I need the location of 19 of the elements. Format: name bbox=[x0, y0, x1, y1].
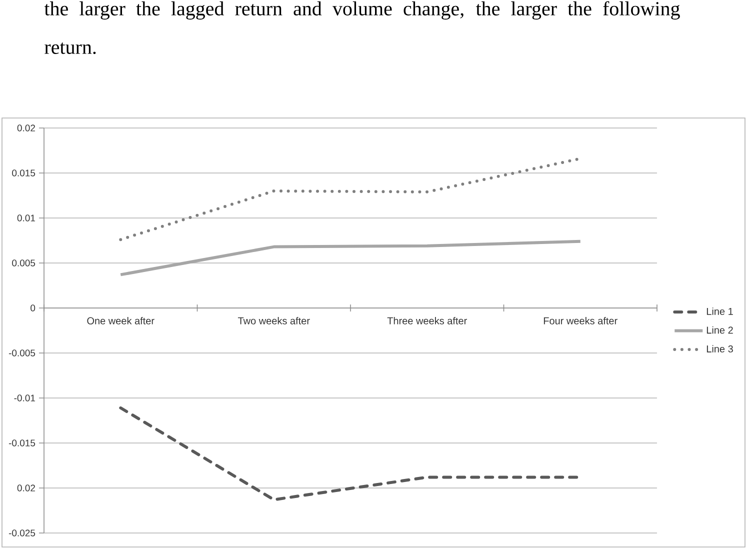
y-tick-label: -0.01 bbox=[14, 394, 35, 402]
text: the larger the lagged return and volume change, the larger the following return. bbox=[44, 1, 680, 54]
x-tick-label: One week after bbox=[87, 317, 154, 324]
legend-label: Line 3 bbox=[706, 345, 733, 352]
x-tick-label: Four weeks after bbox=[544, 317, 618, 324]
y-tick-label: -0.015 bbox=[8, 440, 36, 446]
y-tick-label: 0.02 bbox=[17, 124, 35, 132]
y-tick-label: 0.02 bbox=[17, 484, 35, 492]
x-tick-label: Two weeks after bbox=[238, 317, 310, 324]
x-tick-label: Three weeks after bbox=[387, 317, 467, 324]
y-tick-label: 0.005 bbox=[12, 260, 36, 266]
y-tick-label: -0.005 bbox=[8, 350, 36, 356]
y-tick-label: 0 bbox=[30, 304, 36, 312]
legend-label: Line 2 bbox=[706, 326, 733, 334]
line-series bbox=[119, 240, 582, 276]
legend-label: Line 1 bbox=[706, 308, 733, 315]
y-tick-label: -0.025 bbox=[8, 530, 36, 536]
y-tick-label: 0.01 bbox=[17, 214, 35, 222]
y-tick-label: 0.015 bbox=[12, 170, 36, 176]
